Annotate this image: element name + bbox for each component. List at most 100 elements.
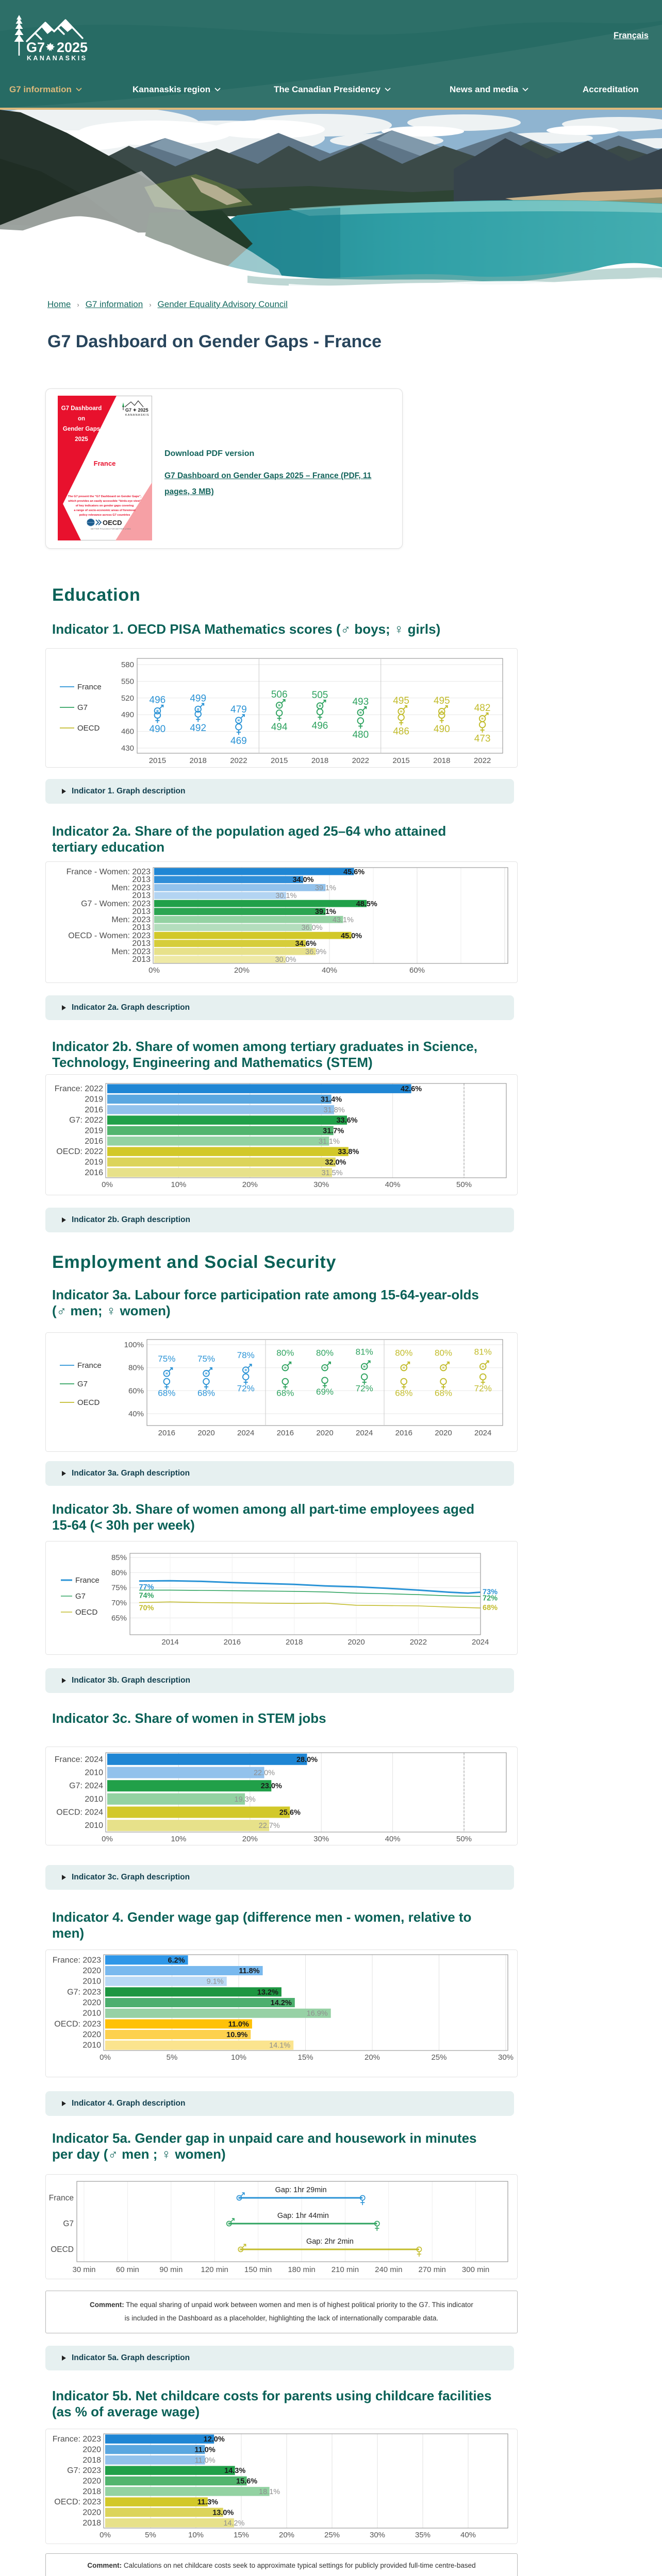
svg-text:31.8%: 31.8% [324,1106,345,1114]
svg-text:Gender Gaps: Gender Gaps [63,426,100,432]
svg-text:13.2%: 13.2% [257,1988,278,1996]
svg-text:2024: 2024 [237,1429,254,1437]
svg-text:492: 492 [190,723,206,734]
svg-text:2014: 2014 [161,1638,178,1647]
svg-text:30%: 30% [313,1180,329,1189]
svg-text:20%: 20% [365,2053,380,2062]
svg-text:35%: 35% [415,2531,431,2539]
svg-text:on: on [78,416,85,422]
svg-text:210 min: 210 min [332,2265,359,2274]
svg-text:30.1%: 30.1% [275,892,296,900]
svg-text:6.2%: 6.2% [168,1956,185,1964]
svg-text:France: 2023: France: 2023 [53,2435,101,2444]
svg-text:40%: 40% [460,2531,476,2539]
svg-text:France: 2022: France: 2022 [55,1084,103,1093]
svg-text:70%: 70% [139,1604,154,1613]
svg-text:11.3%: 11.3% [197,2498,218,2506]
svg-text:G7: 2023: G7: 2023 [67,1988,101,1996]
svg-text:France: 2023: France: 2023 [53,1956,101,1964]
svg-text:2016: 2016 [224,1638,241,1647]
svg-text:2018: 2018 [286,1638,303,1647]
svg-text:34.0%: 34.0% [292,876,313,884]
svg-text:2018: 2018 [82,2519,101,2528]
svg-text:France: France [77,1361,102,1370]
svg-text:2022: 2022 [352,756,369,765]
svg-text:11.8%: 11.8% [239,1967,259,1975]
svg-text:75%: 75% [111,1584,127,1592]
svg-text:30%: 30% [370,2531,385,2539]
svg-text:2020: 2020 [347,1638,365,1647]
svg-text:20%: 20% [279,2531,294,2539]
svg-text:2020: 2020 [82,2477,101,2486]
svg-text:2024: 2024 [472,1638,489,1647]
svg-text:40%: 40% [322,966,337,975]
svg-text:100%: 100% [124,1341,144,1349]
svg-text:2018: 2018 [82,2487,101,2496]
svg-text:40%: 40% [385,1835,401,1843]
svg-text:5%: 5% [145,2531,156,2539]
svg-text:23.0%: 23.0% [261,1782,282,1790]
svg-text:490: 490 [434,724,450,735]
svg-text:43.1%: 43.1% [333,916,354,924]
svg-text:50%: 50% [456,1180,472,1189]
svg-text:40%: 40% [385,1180,401,1189]
svg-text:30 min: 30 min [72,2265,95,2274]
svg-text:80%: 80% [111,1568,127,1577]
svg-text:OECD: OECD [51,2245,74,2254]
svg-text:2020: 2020 [82,2509,101,2517]
svg-text:2010: 2010 [85,1821,103,1830]
svg-text:0%: 0% [102,1180,113,1189]
svg-text:68%: 68% [276,1388,294,1398]
svg-text:2013: 2013 [132,875,151,884]
svg-text:68%: 68% [395,1388,412,1398]
svg-text:120 min: 120 min [201,2265,228,2274]
svg-text:France - Women: 2023: France - Women: 2023 [67,868,151,876]
svg-text:OECD: 2023: OECD: 2023 [54,2498,101,2506]
svg-text:G7: 2024: G7: 2024 [69,1782,103,1790]
svg-text:473: 473 [474,734,491,744]
svg-text:2018: 2018 [433,756,450,765]
svg-text:493: 493 [352,697,369,707]
svg-text:11.0%: 11.0% [195,2456,216,2465]
svg-text:2018: 2018 [82,2456,101,2465]
svg-text:34.6%: 34.6% [295,940,317,948]
svg-text:10%: 10% [171,1835,186,1843]
svg-text:2016: 2016 [158,1429,175,1437]
svg-text:The G7 present the “G7 Dashboa: The G7 present the “G7 Dashboard on Gend… [68,495,142,498]
svg-text:10%: 10% [231,2053,246,2062]
svg-text:490: 490 [121,710,134,719]
svg-text:KANANASKIS: KANANASKIS [27,55,87,62]
svg-text:72%: 72% [483,1595,498,1603]
svg-text:OECD: 2023: OECD: 2023 [54,2020,101,2028]
svg-text:BETTER POLICIES FOR BETTER LIV: BETTER POLICIES FOR BETTER LIVES [91,528,131,530]
svg-text:2013: 2013 [132,939,151,948]
svg-text:OECD: OECD [75,1608,98,1617]
svg-text:48.5%: 48.5% [356,900,377,908]
svg-text:11.0%: 11.0% [194,2446,215,2454]
svg-text:499: 499 [190,693,206,704]
svg-text:75%: 75% [197,1354,215,1364]
svg-text:80%: 80% [435,1348,452,1358]
svg-text:36.0%: 36.0% [301,924,322,932]
svg-text:Men: 2023: Men: 2023 [111,916,151,924]
svg-text:22.7%: 22.7% [259,1822,280,1830]
svg-text:460: 460 [121,727,134,736]
svg-text:2020: 2020 [435,1429,452,1437]
svg-text:Men: 2023: Men: 2023 [111,884,151,892]
svg-text:70%: 70% [111,1599,127,1607]
svg-text:2018: 2018 [311,756,328,765]
svg-text:45.6%: 45.6% [343,868,365,876]
svg-text:2016: 2016 [277,1429,294,1437]
svg-text:France: France [77,683,102,691]
svg-text:2020: 2020 [316,1429,333,1437]
svg-text:68%: 68% [483,1604,498,1612]
svg-text:31.4%: 31.4% [321,1096,342,1104]
svg-text:a range of socio-economic area: a range of socio-economic areas of forem… [74,509,136,512]
svg-text:18.1%: 18.1% [259,2488,280,2496]
svg-text:31.7%: 31.7% [323,1127,344,1136]
svg-text:30.0%: 30.0% [275,956,296,964]
svg-text:2010: 2010 [85,1795,103,1804]
svg-text:2024: 2024 [474,1429,491,1437]
svg-text:33.8%: 33.8% [338,1148,359,1156]
svg-text:520: 520 [121,694,134,703]
